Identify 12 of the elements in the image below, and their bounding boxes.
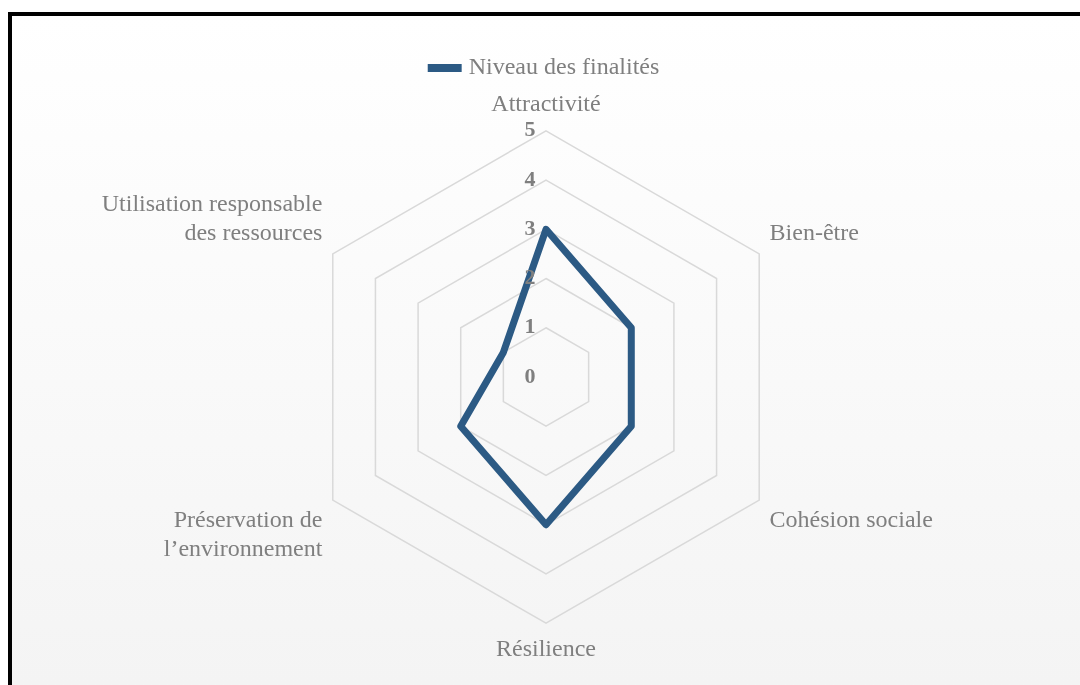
y-tick-label: 5 <box>524 116 536 142</box>
spoke-label: Bien-être <box>769 218 859 245</box>
y-tick-label: 4 <box>524 165 536 191</box>
y-tick-label: 3 <box>524 214 536 240</box>
legend-label: Niveau des finalités <box>468 53 660 80</box>
y-tick-label: 0 <box>524 362 536 388</box>
spoke-label: Attractivité <box>491 89 601 116</box>
spoke-label: Utilisation responsable des ressources <box>101 190 323 245</box>
y-tick-label: 1 <box>524 313 536 339</box>
spoke-label: Cohésion sociale <box>769 505 933 532</box>
spoke-label: Préservation de l’environnement <box>157 505 323 561</box>
spoke-label: Résilience <box>496 634 596 661</box>
